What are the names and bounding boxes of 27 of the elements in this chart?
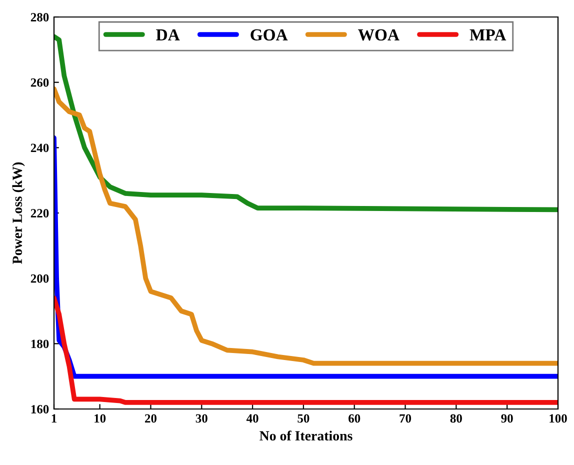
x-tick-label: 10 xyxy=(94,414,106,423)
legend-label: DA xyxy=(156,29,180,40)
x-tick-label: 70 xyxy=(400,414,412,423)
y-tick-label: 260 xyxy=(30,78,49,87)
x-tick-label: 100 xyxy=(550,414,567,423)
x-tick-label: 40 xyxy=(246,414,258,423)
x-tick-label: 60 xyxy=(348,414,360,423)
y-tick-label: 200 xyxy=(30,274,49,283)
y-tick-label: 180 xyxy=(31,340,49,348)
y-tick-label: 160 xyxy=(31,405,49,414)
y-axis-title: Power Loss (kW) xyxy=(12,162,25,264)
x-tick-label: 90 xyxy=(501,414,513,423)
line-series xyxy=(54,135,558,379)
x-tick-label: 1 xyxy=(52,414,56,423)
line-series xyxy=(54,86,558,366)
line-series xyxy=(54,296,558,405)
legend-label: GOA xyxy=(250,29,288,40)
legend-label: MPA xyxy=(470,29,506,40)
legend-label: WOA xyxy=(358,29,400,41)
y-tick-label: 280 xyxy=(30,13,49,22)
y-tick-label: 220 xyxy=(30,209,49,218)
x-tick-label: 20 xyxy=(145,414,156,423)
x-tick-label: 50 xyxy=(298,414,310,423)
x-axis-title: No of Iterations xyxy=(260,430,352,441)
x-tick-label: 80 xyxy=(450,414,462,423)
x-tick-label: 30 xyxy=(196,414,208,423)
y-tick-label: 240 xyxy=(30,144,49,152)
